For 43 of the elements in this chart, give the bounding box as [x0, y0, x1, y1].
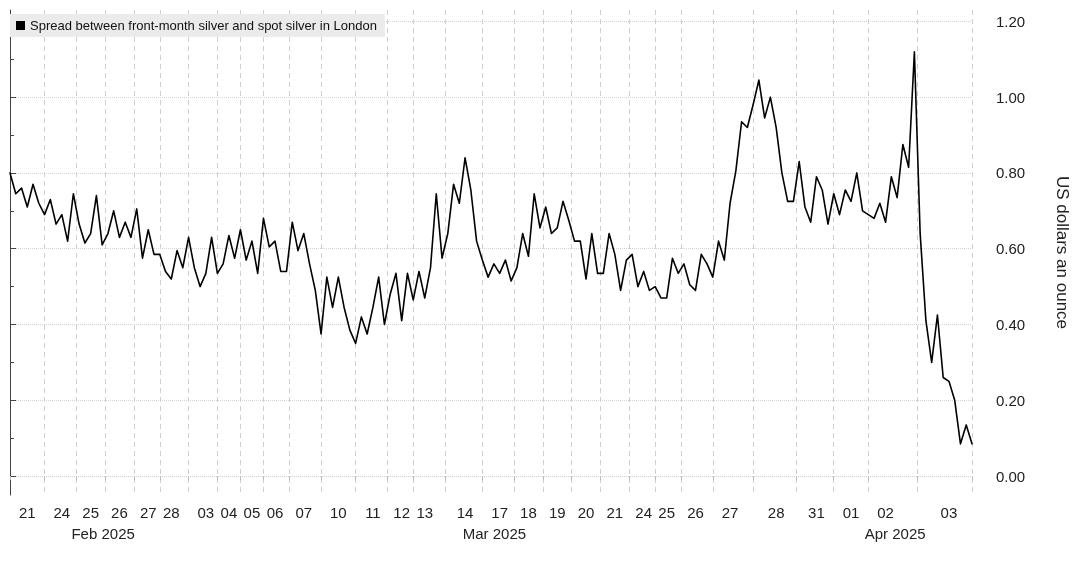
x-tick-label: 24 — [635, 504, 652, 521]
y-tick-label: 0.00 — [996, 467, 1026, 485]
y-tick-label: 1.00 — [996, 88, 1026, 106]
x-tick-label: 20 — [577, 504, 595, 521]
x-tick-label: 03 — [940, 504, 958, 521]
x-tick-label: 04 — [220, 504, 238, 521]
line-series — [9, 50, 973, 445]
y-axis-title: US dollars an ounce — [1053, 175, 1072, 330]
x-tick-label: 10 — [330, 504, 347, 521]
y-tick-label: 0.60 — [996, 240, 1026, 258]
x-tick-label: 14 — [456, 504, 474, 521]
y-tick-label: 0.80 — [996, 164, 1026, 182]
x-tick-label: 11 — [365, 504, 381, 521]
text: Mar 2025 — [462, 525, 527, 542]
x-tick-label: 07 — [295, 504, 313, 521]
x-tick-label: 27 — [139, 504, 157, 521]
text: Apr 2025 — [864, 525, 926, 542]
x-tick-label: 25 — [658, 504, 676, 521]
x-tick-label: 18 — [520, 504, 537, 521]
legend-label: Spread between front-month silver and spot silver in London — [30, 18, 377, 33]
x-tick-label: 03 — [197, 504, 215, 521]
x-tick-label: 26 — [111, 504, 128, 521]
x-tick-label: 01 — [842, 504, 860, 521]
x-tick-label: 02 — [877, 504, 894, 521]
x-tick-label: 24 — [53, 504, 71, 521]
x-tick-label: 26 — [687, 504, 704, 521]
x-tick-label: 25 — [82, 504, 99, 521]
x-tick-label: 31 — [808, 504, 825, 521]
x-tick-label: 13 — [416, 504, 434, 521]
x-tick-label: 27 — [721, 504, 739, 521]
text: Feb 2025 — [71, 525, 135, 542]
x-tick-label: 28 — [162, 504, 180, 521]
y-tick-label: 1.20 — [996, 12, 1026, 30]
x-tick-label: 21 — [18, 504, 36, 521]
x-tick-label: 06 — [266, 504, 284, 521]
x-tick-label: 12 — [393, 504, 411, 521]
y-tick-label: 0.40 — [996, 315, 1026, 333]
x-tick-label: 28 — [767, 504, 785, 521]
x-tick-label: 17 — [491, 504, 508, 521]
x-tick-label: 05 — [243, 504, 261, 521]
y-tick-label: 0.20 — [996, 391, 1026, 409]
x-tick-label: 19 — [548, 504, 566, 521]
x-tick-label: 21 — [606, 504, 624, 521]
